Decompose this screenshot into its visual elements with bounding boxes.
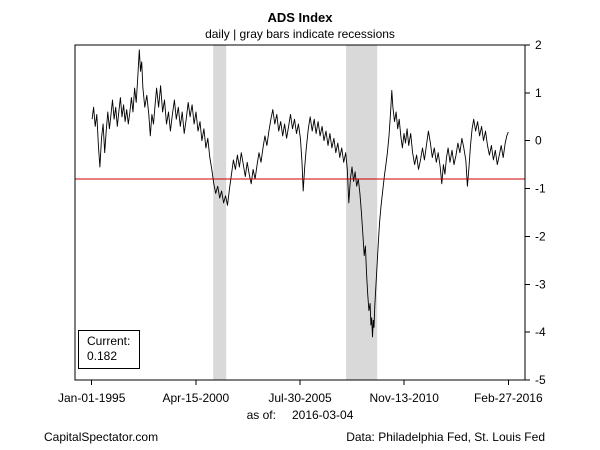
y-tick-label: -2 [535,229,546,243]
y-tick-label: 0 [535,134,542,148]
chart-title: ADS Index [267,10,333,25]
current-value: 0.182 [87,349,118,363]
x-tick-label: Jan-01-1995 [58,391,126,405]
chart-subtitle: daily | gray bars indicate recessions [205,27,395,41]
as-of-line: as of: 2016-03-04 [0,408,600,422]
plot-canvas: Jan-01-1995 Apr-15-2000 Jul-30-2005 Nov-13-… [58,40,546,405]
x-tick-label: Nov-13-2010 [370,391,440,405]
x-tick-label: Apr-15-2000 [162,391,229,405]
y-tick-label: -5 [535,373,546,387]
y-tick-label: -4 [535,325,546,339]
current-label: Current: [87,334,131,348]
x-tick-label: Feb-27-2016 [474,391,543,405]
y-tick-label: 2 [535,40,542,52]
as-of-label: as of: [246,408,276,422]
y-tick-label: -1 [535,182,546,196]
x-tick-label: Jul-30-2005 [268,391,332,405]
recession-band [213,45,227,380]
footer: CapitalSpectator.com Data: Philadelphia … [0,430,600,444]
ads-line [91,49,509,338]
current-value-box: Current: 0.182 [78,330,141,369]
footer-site-credit: CapitalSpectator.com [44,430,159,444]
as-of-date: 2016-03-04 [291,408,354,422]
footer-data-source: Data: Philadelphia Fed, St. Louis Fed [346,430,545,444]
y-tick-label: 1 [535,86,542,100]
plot-border [74,44,526,381]
y-tick-label: -3 [535,277,546,291]
